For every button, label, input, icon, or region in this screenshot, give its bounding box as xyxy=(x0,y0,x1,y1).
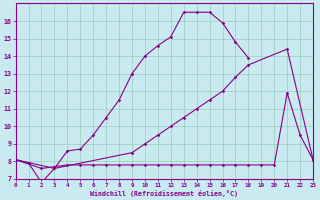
X-axis label: Windchill (Refroidissement éolien,°C): Windchill (Refroidissement éolien,°C) xyxy=(90,190,238,197)
